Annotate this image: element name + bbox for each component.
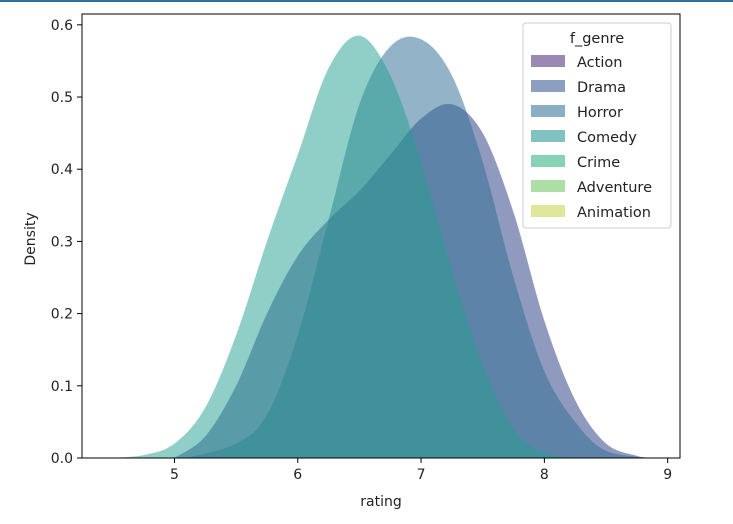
y-tick-label: 0.0 — [51, 451, 73, 467]
legend-label-horror: Horror — [577, 105, 623, 121]
x-tick-label: 9 — [663, 467, 672, 483]
legend-label-adventure: Adventure — [577, 180, 652, 196]
legend-swatch-drama — [531, 80, 565, 92]
legend-swatch-crime — [531, 155, 565, 167]
legend-swatch-action — [531, 55, 565, 67]
y-tick-label: 0.3 — [51, 234, 73, 250]
legend-label-comedy: Comedy — [577, 130, 637, 146]
legend: f_genre Action Drama Horror Comedy Crime Adve… — [522, 22, 672, 229]
plot-frame — [81, 13, 681, 459]
y-tick-label: 0.6 — [51, 18, 73, 34]
legend-label-animation: Animation — [577, 205, 651, 221]
density-areas — [106, 35, 652, 459]
y-tick-label: 0.5 — [51, 90, 73, 106]
legend-entries: Action Drama Horror Comedy Crime Adventure Ani… — [531, 55, 652, 221]
x-axis-ticks: 5 6 7 8 9 — [170, 458, 672, 483]
density-area-comedy — [106, 35, 576, 458]
top-border-line — [0, 0, 733, 2]
x-axis-label: rating — [360, 494, 401, 510]
y-axis-label: Density — [23, 212, 39, 265]
x-tick-label: 7 — [417, 467, 426, 483]
x-tick-label: 5 — [170, 467, 179, 483]
legend-swatch-adventure — [531, 180, 565, 192]
x-tick-label: 6 — [293, 467, 302, 483]
y-tick-label: 0.4 — [51, 162, 73, 178]
legend-label-drama: Drama — [577, 80, 626, 96]
y-axis-ticks: 0.0 0.1 0.2 0.3 0.4 0.5 0.6 — [51, 18, 82, 467]
x-tick-label: 8 — [540, 467, 549, 483]
y-tick-label: 0.2 — [51, 307, 73, 323]
legend-title: f_genre — [570, 31, 624, 47]
y-tick-label: 0.1 — [51, 379, 73, 395]
legend-swatch-comedy — [531, 130, 565, 142]
legend-swatch-horror — [531, 105, 565, 117]
legend-swatch-animation — [531, 205, 565, 217]
legend-label-crime: Crime — [577, 155, 620, 171]
legend-box — [522, 22, 672, 229]
legend-label-action: Action — [577, 55, 622, 71]
